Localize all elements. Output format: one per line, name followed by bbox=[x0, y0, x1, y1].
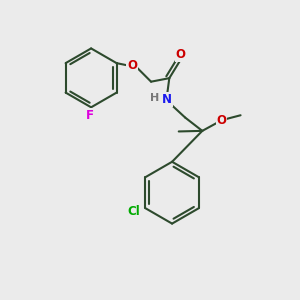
Text: Cl: Cl bbox=[128, 205, 140, 218]
Text: O: O bbox=[176, 48, 185, 61]
Text: O: O bbox=[127, 59, 137, 72]
Text: H: H bbox=[150, 93, 159, 103]
Text: O: O bbox=[216, 114, 226, 127]
Text: F: F bbox=[85, 109, 94, 122]
Text: N: N bbox=[162, 93, 172, 106]
